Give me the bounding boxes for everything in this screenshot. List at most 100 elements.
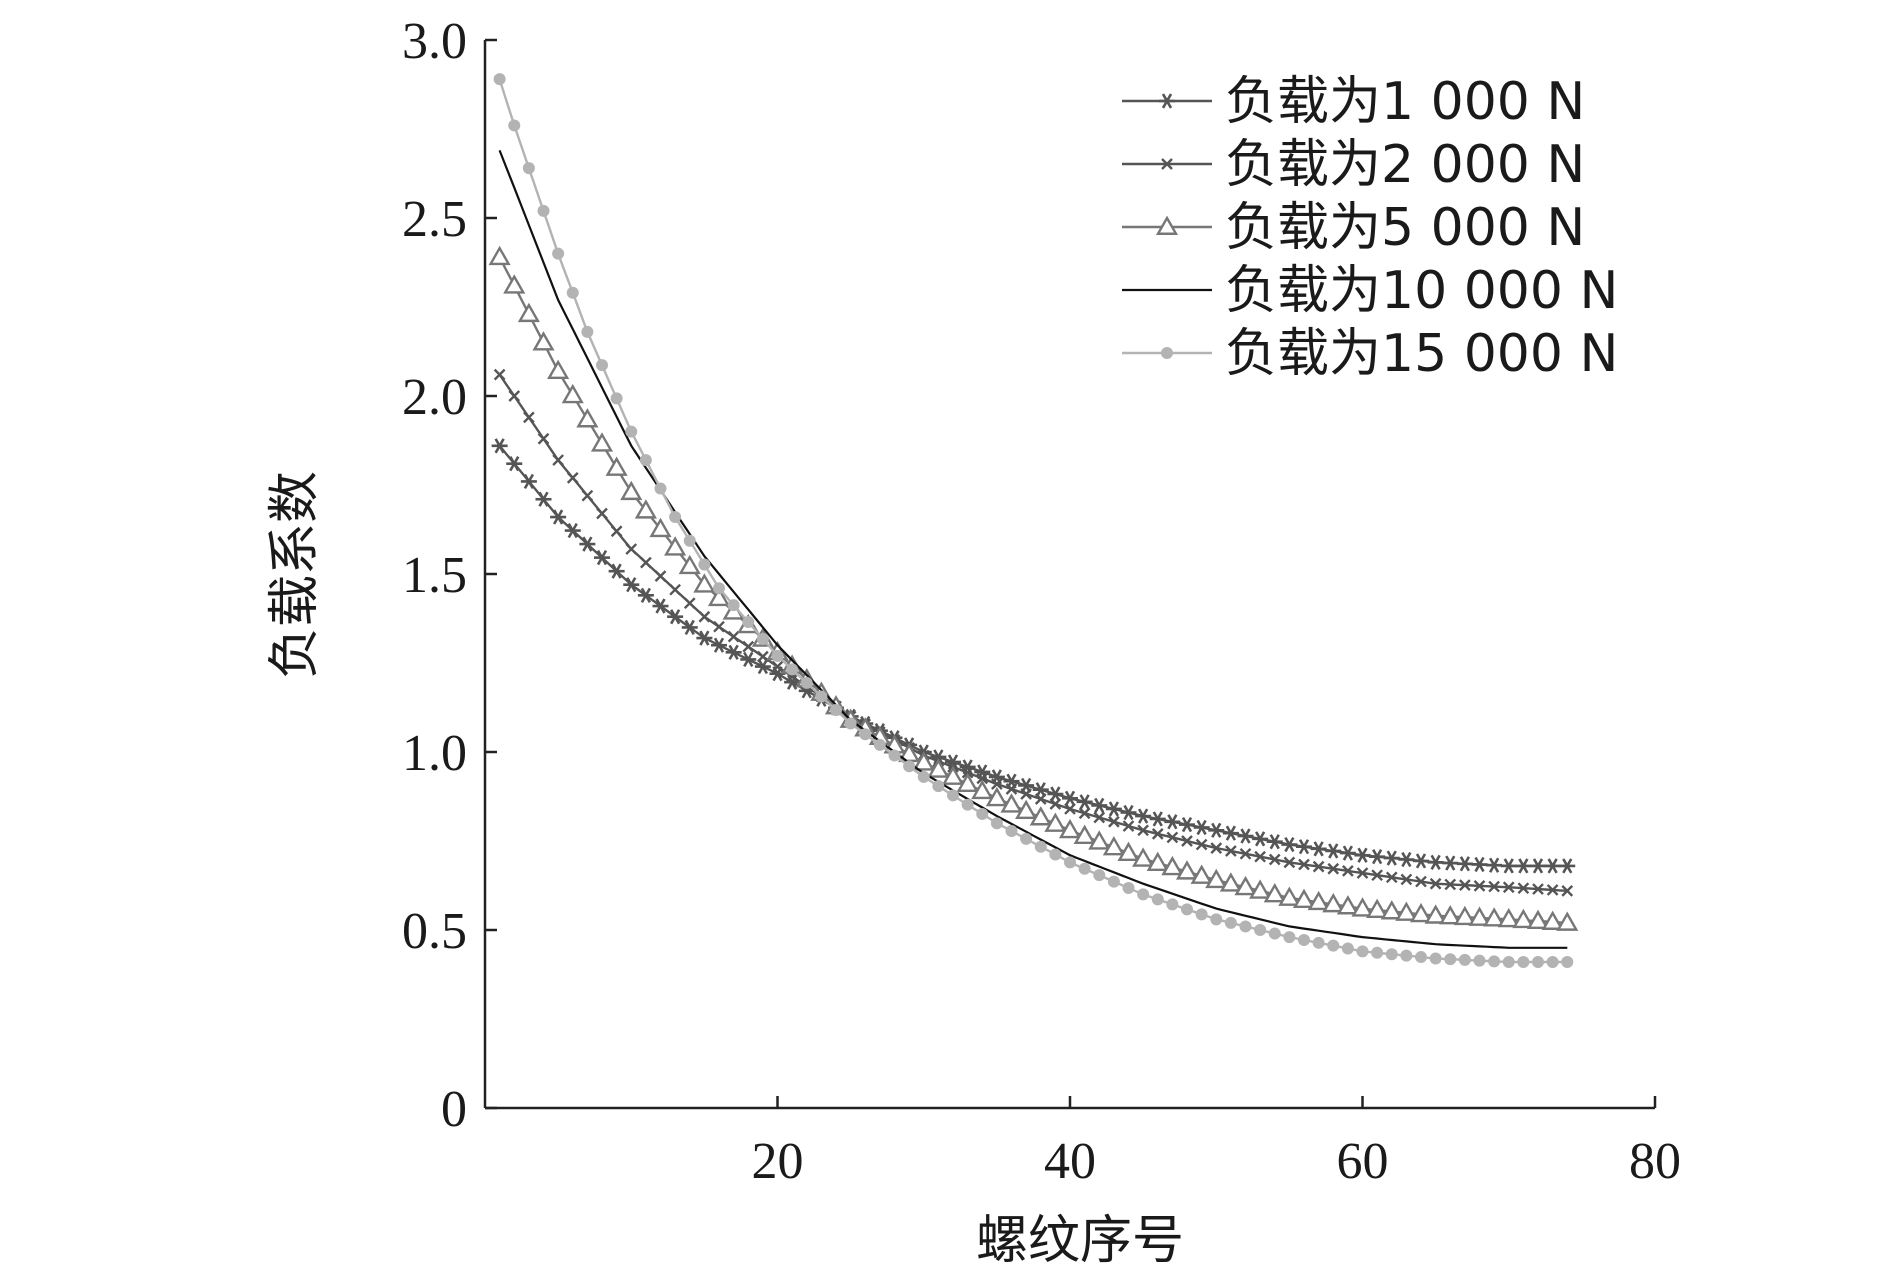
data-point (1146, 851, 1169, 872)
data-point (1210, 913, 1223, 926)
y-tick-label: 2.0 (402, 369, 467, 426)
data-point (605, 456, 628, 476)
data-point (1415, 875, 1427, 888)
data-point (1151, 893, 1164, 906)
data-point (523, 473, 535, 490)
data-point (1254, 924, 1267, 936)
data-point (1151, 828, 1164, 840)
data-point (581, 325, 594, 338)
data-point (1380, 900, 1403, 920)
data-point (1020, 788, 1032, 800)
data-point (1234, 875, 1257, 896)
data-point (1079, 794, 1090, 810)
data-point (1445, 855, 1456, 871)
data-point (1356, 945, 1369, 958)
y-tick-label: 2.5 (402, 191, 467, 248)
data-point (1444, 953, 1457, 966)
y-tick-label: 1.5 (402, 547, 467, 604)
data-point (517, 302, 540, 323)
data-point (493, 73, 506, 86)
data-point (1175, 860, 1199, 880)
data-point (1371, 849, 1383, 865)
data-point (626, 577, 637, 593)
x-tick-label: 80 (1629, 1133, 1681, 1190)
data-point (873, 738, 886, 751)
data-point (552, 247, 565, 260)
data-point (678, 554, 701, 575)
data-point (1459, 856, 1471, 872)
data-point (1137, 824, 1149, 837)
data-point (1034, 793, 1047, 805)
data-point (1167, 814, 1178, 830)
data-point (1283, 931, 1296, 944)
data-point (566, 286, 579, 299)
data-point (1049, 798, 1062, 810)
data-point (1122, 820, 1135, 832)
data-point (844, 717, 857, 730)
data-point (1044, 812, 1067, 832)
data-point (830, 703, 842, 716)
data-point (566, 472, 579, 484)
legend-label: 负载为5 000 N (1225, 198, 1585, 258)
data-point (927, 758, 950, 778)
data-point (976, 772, 989, 785)
y-tick-label: 1.0 (402, 725, 467, 782)
data-point (1385, 871, 1398, 884)
data-point (493, 368, 506, 381)
data-point (610, 392, 623, 405)
data-point (684, 619, 695, 636)
data-point (649, 517, 672, 538)
legend-item: 负载为10 000 N (1122, 261, 1618, 321)
data-point (1239, 920, 1252, 933)
data-point (1517, 956, 1530, 969)
data-point (707, 586, 731, 607)
data-point (537, 204, 550, 217)
data-point (1342, 845, 1354, 861)
data-point (1166, 898, 1179, 911)
data-point (1108, 815, 1120, 828)
legend-label: 负载为15 000 N (1225, 324, 1618, 384)
data-point (1240, 828, 1251, 844)
data-point (991, 778, 1003, 790)
data-point (1556, 911, 1579, 931)
data-point (1073, 824, 1096, 844)
data-point (1034, 840, 1047, 853)
data-point (1541, 910, 1564, 930)
data-point (1211, 822, 1222, 838)
data-point (771, 660, 784, 673)
data-point (713, 582, 725, 595)
data-point (576, 408, 599, 428)
data-point (1400, 873, 1413, 886)
data-point (1366, 898, 1389, 919)
data-point (1195, 838, 1208, 851)
legend-item: 负载为1 000 N (1122, 72, 1585, 132)
data-point (625, 543, 638, 555)
data-point (1196, 819, 1207, 836)
legend-marker (1161, 93, 1173, 109)
data-point (888, 749, 901, 762)
data-point (1488, 857, 1500, 873)
legend-marker (1161, 158, 1173, 170)
series-1 (493, 368, 1574, 897)
data-point (654, 570, 667, 582)
x-axis-title: 螺纹序号 (976, 1211, 1184, 1271)
data-point (1161, 855, 1184, 876)
data-point (742, 616, 755, 629)
data-point (509, 456, 520, 472)
data-point (1132, 847, 1155, 867)
data-point (1562, 858, 1573, 874)
data-point (1137, 888, 1150, 901)
data-point (582, 536, 593, 552)
series-layer (488, 73, 1579, 969)
data-point (1064, 790, 1076, 806)
data-point (1254, 831, 1266, 847)
data-point (1546, 884, 1559, 896)
data-point (1088, 830, 1111, 850)
data-point (1307, 890, 1330, 911)
data-point (1035, 782, 1046, 798)
data-point (1518, 858, 1529, 874)
data-point (1094, 797, 1105, 814)
data-point (581, 489, 594, 502)
data-point (1415, 951, 1427, 964)
legend-marker (1155, 215, 1179, 235)
